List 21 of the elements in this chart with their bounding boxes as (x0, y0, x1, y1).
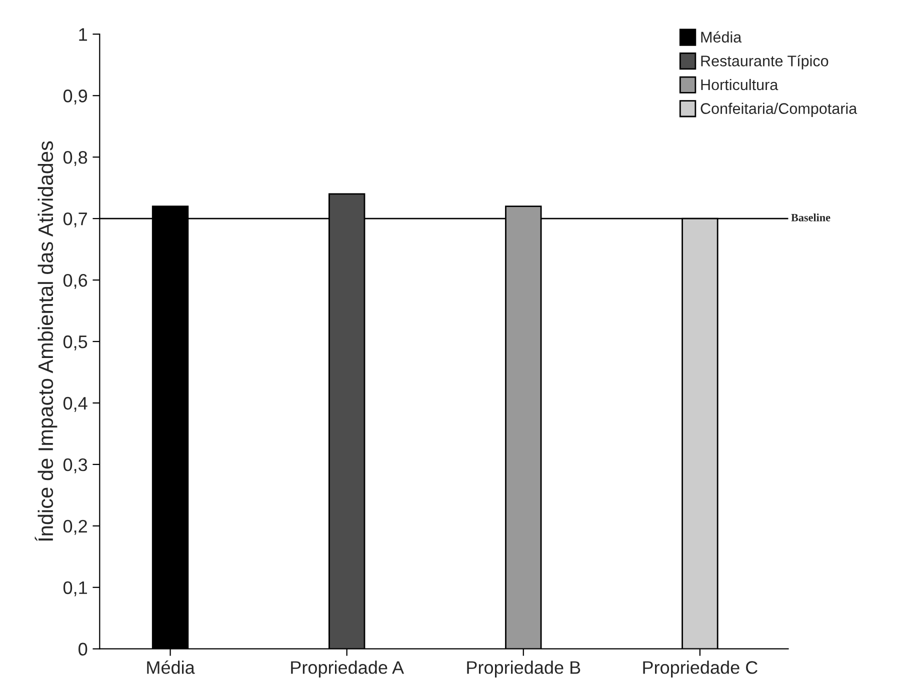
y-tick-label: 1 (79, 28, 87, 41)
y-tick-label: 0,4 (63, 396, 88, 412)
legend-label: Restaurante Típico (701, 54, 828, 70)
y-tick-label: 0,1 (63, 581, 87, 596)
legend-label: Média (701, 31, 742, 43)
y-tick-label: 0,8 (63, 151, 88, 166)
y-tick-label: 0,6 (63, 274, 88, 289)
y-tick-label: 0,5 (63, 335, 88, 350)
x-tick-label: Propriedade C (643, 660, 758, 678)
x-tick-label: Propriedade A (291, 660, 404, 678)
x-tick-label: Propriedade B (467, 660, 580, 678)
y-tick-label: 0,9 (63, 90, 87, 104)
legend-label: Horticultura (701, 78, 778, 90)
y-tick-label: 0 (78, 642, 88, 656)
x-tick-label: Média (147, 660, 195, 674)
legend-label: Confeitaria/Compotaria (700, 102, 858, 117)
y-tick-label: 0,7 (63, 212, 87, 228)
y-tick-label: 0,3 (63, 458, 88, 474)
ref-line-label: Baseline (791, 214, 830, 222)
y-axis-title: Índice de Impacto Ambiental das Atividades (34, 141, 58, 541)
y-tick-label: 0,2 (63, 520, 87, 535)
